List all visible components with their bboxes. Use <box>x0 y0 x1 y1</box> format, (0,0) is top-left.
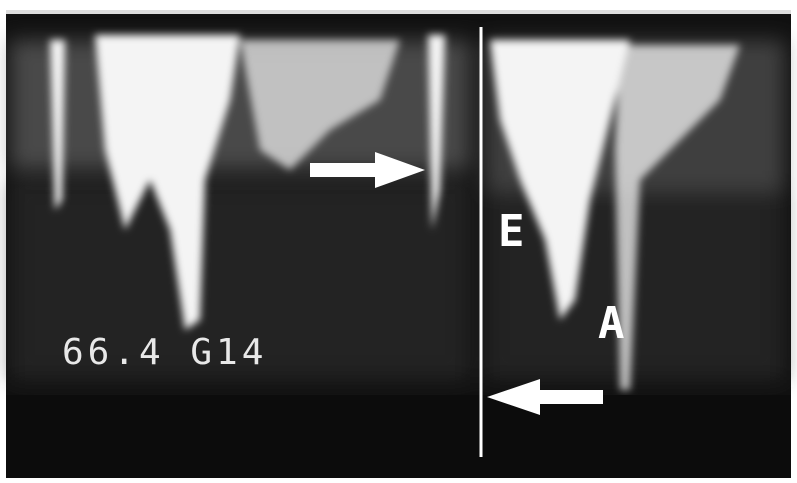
arrow-shaft <box>535 390 603 404</box>
lower-band <box>6 395 791 478</box>
speckle <box>10 40 470 170</box>
scale-text: 66.4 G14 <box>62 332 267 373</box>
doppler-image: 66.4 G14 E A <box>0 0 797 483</box>
page: 66.4 G14 E A (() => { const data = JSON.… <box>0 0 797 483</box>
a-label: A <box>598 298 625 349</box>
e-label: E <box>498 206 525 257</box>
arrow-shaft <box>310 163 380 177</box>
top-baseline <box>6 10 791 14</box>
